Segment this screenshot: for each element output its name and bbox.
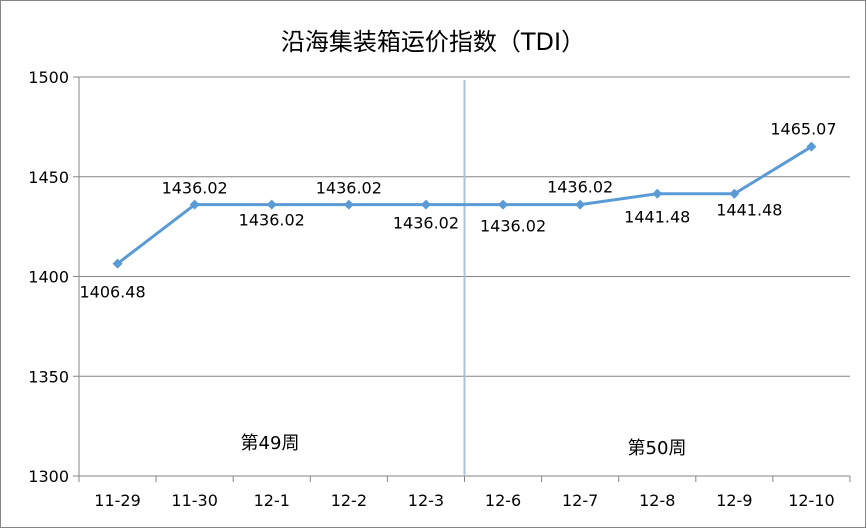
- x-tick-label: 11-29: [94, 491, 141, 510]
- y-tick-label: 1500: [28, 68, 69, 87]
- data-point-12-3: [420, 199, 431, 210]
- x-tick-label: 12-7: [562, 491, 598, 510]
- data-point-12-2: [343, 199, 354, 210]
- x-tick-label: 12-3: [408, 491, 444, 510]
- week-49-label: 第49周: [241, 433, 300, 454]
- x-tick-label: 12-2: [331, 491, 367, 510]
- series-line: [116, 145, 813, 265]
- data-point-11-30: [189, 199, 200, 210]
- y-tick-label: 1400: [28, 268, 69, 287]
- x-tick-label: 12-9: [716, 491, 752, 510]
- data-label-12-7: 1436.02: [547, 178, 613, 197]
- data-label-12-2: 1436.02: [316, 179, 382, 198]
- x-axis-ticks: 11-29 11-30 12-1 12-2 12-3 12-6 12-7 12-8 12-9 12…: [78, 476, 851, 510]
- data-point-12-7: [575, 199, 586, 210]
- data-point-12-6: [498, 199, 509, 210]
- data-label-12-3: 1436.02: [393, 214, 459, 233]
- data-label-12-10: 1465.07: [770, 120, 836, 139]
- week-50-label: 第50周: [628, 438, 687, 459]
- data-point-12-9: [729, 188, 740, 199]
- chart-title: 沿海集装箱运价指数（TDI）: [281, 28, 585, 56]
- y-tick-label: 1300: [28, 467, 69, 486]
- data-point-11-29: [112, 258, 123, 269]
- x-tick-label: 12-10: [788, 491, 835, 510]
- grid-lines: [73, 76, 850, 477]
- data-label-12-6: 1436.02: [480, 217, 546, 236]
- x-tick-label: 12-8: [639, 491, 675, 510]
- y-tick-label: 1350: [28, 367, 69, 386]
- x-tick-label: 11-30: [171, 491, 218, 510]
- series-line-group: [112, 141, 817, 269]
- y-tick-label: 1450: [28, 168, 69, 187]
- data-point-12-10: [806, 141, 817, 152]
- data-labels: 1406.48 1436.02 1436.02 1436.02 1436.02 1436.…: [79, 120, 836, 302]
- x-tick-label: 12-1: [254, 491, 290, 510]
- data-label-11-30: 1436.02: [162, 179, 228, 198]
- data-point-12-1: [266, 199, 277, 210]
- data-label-12-9: 1441.48: [716, 201, 782, 220]
- x-tick-label: 12-6: [485, 491, 521, 510]
- data-point-12-8: [652, 188, 663, 199]
- data-label-12-8: 1441.48: [624, 208, 690, 227]
- data-label-11-29: 1406.48: [79, 283, 145, 302]
- data-label-12-1: 1436.02: [239, 211, 305, 230]
- y-axis-ticks: 1300 1350 1400 1450 1500: [28, 68, 69, 486]
